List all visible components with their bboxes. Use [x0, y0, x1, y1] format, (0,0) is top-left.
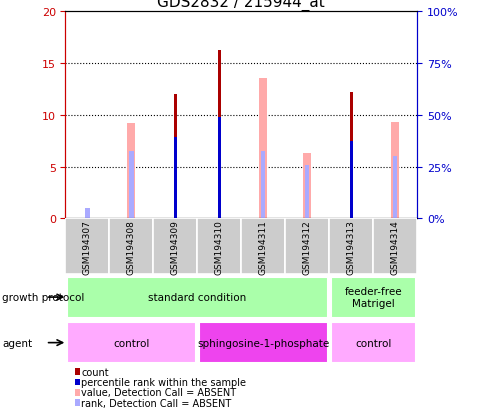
Text: growth protocol: growth protocol: [2, 292, 85, 302]
Text: GSM194307: GSM194307: [83, 219, 92, 274]
FancyBboxPatch shape: [330, 277, 415, 318]
Title: GDS2832 / 215944_at: GDS2832 / 215944_at: [157, 0, 324, 11]
FancyBboxPatch shape: [109, 219, 153, 275]
Bar: [85, 209, 90, 219]
Text: GSM194312: GSM194312: [302, 219, 311, 274]
Bar: [260, 152, 265, 219]
Text: rank, Detection Call = ABSENT: rank, Detection Call = ABSENT: [81, 398, 231, 408]
Text: value, Detection Call = ABSENT: value, Detection Call = ABSENT: [81, 387, 236, 397]
FancyBboxPatch shape: [153, 219, 197, 275]
Bar: [173, 137, 177, 219]
Bar: [349, 142, 352, 219]
FancyBboxPatch shape: [241, 219, 285, 275]
FancyBboxPatch shape: [198, 322, 327, 363]
Bar: [173, 95, 177, 219]
Text: GSM194311: GSM194311: [258, 219, 267, 274]
Text: GSM194309: GSM194309: [170, 219, 180, 274]
Text: GSM194313: GSM194313: [346, 219, 355, 274]
Text: sphingosine-1-phosphate: sphingosine-1-phosphate: [197, 338, 329, 348]
FancyBboxPatch shape: [65, 219, 109, 275]
Bar: [127, 124, 135, 219]
Text: percentile rank within the sample: percentile rank within the sample: [81, 377, 246, 387]
Text: agent: agent: [2, 338, 32, 348]
Bar: [259, 78, 267, 219]
Bar: [129, 152, 133, 219]
FancyBboxPatch shape: [67, 277, 327, 318]
Text: feeder-free
Matrigel: feeder-free Matrigel: [344, 287, 401, 308]
Bar: [392, 157, 396, 219]
Text: GSM194308: GSM194308: [127, 219, 136, 274]
FancyBboxPatch shape: [330, 322, 415, 363]
Bar: [304, 165, 309, 219]
Bar: [217, 118, 220, 219]
FancyBboxPatch shape: [67, 322, 196, 363]
FancyBboxPatch shape: [197, 219, 241, 275]
Text: GSM194314: GSM194314: [390, 219, 399, 274]
FancyBboxPatch shape: [329, 219, 372, 275]
Text: control: control: [354, 338, 391, 348]
Bar: [349, 93, 352, 219]
Text: count: count: [81, 367, 109, 377]
Bar: [391, 123, 398, 219]
FancyBboxPatch shape: [285, 219, 329, 275]
FancyBboxPatch shape: [372, 219, 416, 275]
Text: standard condition: standard condition: [148, 292, 246, 302]
Text: control: control: [113, 338, 149, 348]
Bar: [302, 154, 311, 219]
Bar: [217, 50, 220, 219]
Text: GSM194310: GSM194310: [214, 219, 223, 274]
